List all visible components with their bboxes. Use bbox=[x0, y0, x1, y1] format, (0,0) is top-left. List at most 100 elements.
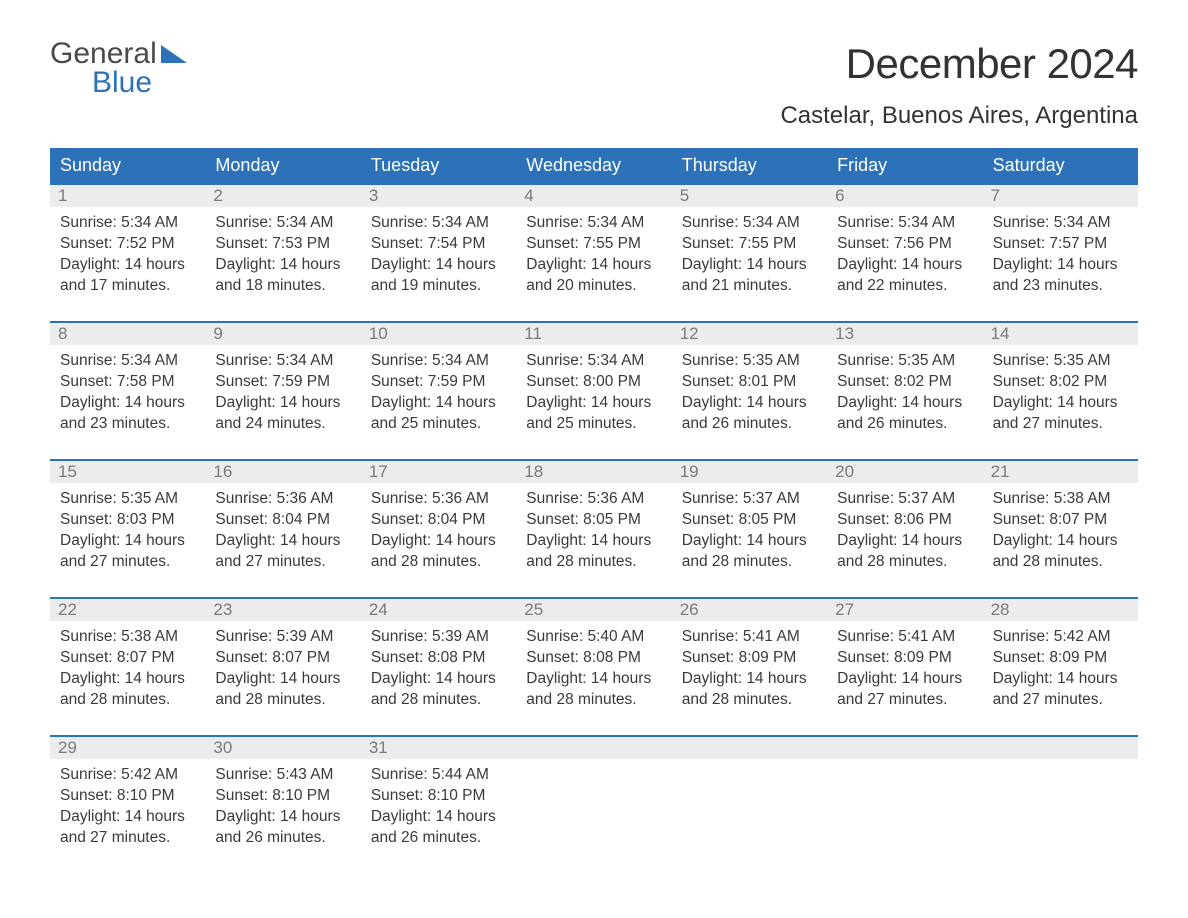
sunrise-line: Sunrise: 5:34 AM bbox=[526, 351, 663, 372]
day-number: 23 bbox=[205, 599, 360, 621]
sunrise-line: Sunrise: 5:35 AM bbox=[837, 351, 974, 372]
brand-bottom: Blue bbox=[92, 69, 187, 98]
daylight-line: Daylight: 14 hours and 28 minutes. bbox=[526, 531, 663, 573]
daylight-line: Daylight: 14 hours and 28 minutes. bbox=[371, 531, 508, 573]
sunset-line: Sunset: 8:01 PM bbox=[682, 372, 819, 393]
sunset-line: Sunset: 8:03 PM bbox=[60, 510, 197, 531]
day-number: 15 bbox=[50, 461, 205, 483]
sunrise-line: Sunrise: 5:34 AM bbox=[837, 213, 974, 234]
day-cell: Sunrise: 5:34 AMSunset: 7:55 PMDaylight:… bbox=[516, 207, 671, 307]
sunset-line: Sunset: 8:10 PM bbox=[60, 786, 197, 807]
brand-mark-icon bbox=[161, 45, 187, 63]
sunset-line: Sunset: 8:10 PM bbox=[215, 786, 352, 807]
day-number bbox=[983, 737, 1138, 759]
day-number: 2 bbox=[205, 185, 360, 207]
day-number bbox=[827, 737, 982, 759]
sunset-line: Sunset: 8:09 PM bbox=[682, 648, 819, 669]
daylight-line: Daylight: 14 hours and 28 minutes. bbox=[682, 669, 819, 711]
day-number: 31 bbox=[361, 737, 516, 759]
sunrise-line: Sunrise: 5:38 AM bbox=[993, 489, 1130, 510]
day-cell: Sunrise: 5:36 AMSunset: 8:04 PMDaylight:… bbox=[205, 483, 360, 583]
sunset-line: Sunset: 8:10 PM bbox=[371, 786, 508, 807]
sunrise-line: Sunrise: 5:39 AM bbox=[215, 627, 352, 648]
sunset-line: Sunset: 8:07 PM bbox=[215, 648, 352, 669]
daylight-line: Daylight: 14 hours and 27 minutes. bbox=[215, 531, 352, 573]
sunrise-line: Sunrise: 5:35 AM bbox=[60, 489, 197, 510]
sunset-line: Sunset: 7:59 PM bbox=[371, 372, 508, 393]
daylight-line: Daylight: 14 hours and 25 minutes. bbox=[371, 393, 508, 435]
sunrise-line: Sunrise: 5:43 AM bbox=[215, 765, 352, 786]
sunrise-line: Sunrise: 5:34 AM bbox=[526, 213, 663, 234]
weekday-header: Wednesday bbox=[516, 148, 671, 183]
sunset-line: Sunset: 8:08 PM bbox=[526, 648, 663, 669]
daylight-line: Daylight: 14 hours and 23 minutes. bbox=[60, 393, 197, 435]
day-number: 24 bbox=[361, 599, 516, 621]
day-number: 6 bbox=[827, 185, 982, 207]
sunrise-line: Sunrise: 5:36 AM bbox=[215, 489, 352, 510]
sunset-line: Sunset: 7:53 PM bbox=[215, 234, 352, 255]
day-cell: Sunrise: 5:41 AMSunset: 8:09 PMDaylight:… bbox=[827, 621, 982, 721]
day-number: 29 bbox=[50, 737, 205, 759]
daylight-line: Daylight: 14 hours and 27 minutes. bbox=[993, 393, 1130, 435]
sunrise-line: Sunrise: 5:36 AM bbox=[371, 489, 508, 510]
day-number-row: 15161718192021 bbox=[50, 461, 1138, 483]
sunset-line: Sunset: 8:06 PM bbox=[837, 510, 974, 531]
day-number: 19 bbox=[672, 461, 827, 483]
sunrise-line: Sunrise: 5:38 AM bbox=[60, 627, 197, 648]
day-number: 21 bbox=[983, 461, 1138, 483]
day-number: 30 bbox=[205, 737, 360, 759]
daylight-line: Daylight: 14 hours and 28 minutes. bbox=[526, 669, 663, 711]
day-number: 28 bbox=[983, 599, 1138, 621]
day-number: 14 bbox=[983, 323, 1138, 345]
day-number: 27 bbox=[827, 599, 982, 621]
daylight-line: Daylight: 14 hours and 26 minutes. bbox=[682, 393, 819, 435]
daylight-line: Daylight: 14 hours and 25 minutes. bbox=[526, 393, 663, 435]
day-number: 18 bbox=[516, 461, 671, 483]
day-number: 1 bbox=[50, 185, 205, 207]
daylight-line: Daylight: 14 hours and 28 minutes. bbox=[60, 669, 197, 711]
sunrise-line: Sunrise: 5:34 AM bbox=[993, 213, 1130, 234]
weekday-header: Friday bbox=[827, 148, 982, 183]
sunset-line: Sunset: 8:02 PM bbox=[993, 372, 1130, 393]
day-cell: Sunrise: 5:37 AMSunset: 8:06 PMDaylight:… bbox=[827, 483, 982, 583]
sunrise-line: Sunrise: 5:40 AM bbox=[526, 627, 663, 648]
daylight-line: Daylight: 14 hours and 28 minutes. bbox=[682, 531, 819, 573]
day-cell: Sunrise: 5:34 AMSunset: 7:59 PMDaylight:… bbox=[361, 345, 516, 445]
day-cell: Sunrise: 5:35 AMSunset: 8:02 PMDaylight:… bbox=[827, 345, 982, 445]
day-cell: Sunrise: 5:38 AMSunset: 8:07 PMDaylight:… bbox=[983, 483, 1138, 583]
daylight-line: Daylight: 14 hours and 28 minutes. bbox=[837, 531, 974, 573]
sunrise-line: Sunrise: 5:42 AM bbox=[60, 765, 197, 786]
brand-top: General bbox=[50, 40, 157, 69]
day-cell bbox=[827, 759, 982, 859]
day-cell bbox=[983, 759, 1138, 859]
day-cell: Sunrise: 5:36 AMSunset: 8:04 PMDaylight:… bbox=[361, 483, 516, 583]
weekday-header: Tuesday bbox=[361, 148, 516, 183]
day-number-row: 891011121314 bbox=[50, 323, 1138, 345]
sunset-line: Sunset: 8:02 PM bbox=[837, 372, 974, 393]
daylight-line: Daylight: 14 hours and 28 minutes. bbox=[215, 669, 352, 711]
calendar-week: 22232425262728Sunrise: 5:38 AMSunset: 8:… bbox=[50, 597, 1138, 721]
day-number: 7 bbox=[983, 185, 1138, 207]
day-cell: Sunrise: 5:44 AMSunset: 8:10 PMDaylight:… bbox=[361, 759, 516, 859]
day-cell: Sunrise: 5:39 AMSunset: 8:08 PMDaylight:… bbox=[361, 621, 516, 721]
sunrise-line: Sunrise: 5:42 AM bbox=[993, 627, 1130, 648]
sunset-line: Sunset: 7:55 PM bbox=[682, 234, 819, 255]
sunset-line: Sunset: 8:05 PM bbox=[526, 510, 663, 531]
daylight-line: Daylight: 14 hours and 26 minutes. bbox=[837, 393, 974, 435]
daylight-line: Daylight: 14 hours and 28 minutes. bbox=[993, 531, 1130, 573]
day-number: 16 bbox=[205, 461, 360, 483]
day-number: 10 bbox=[361, 323, 516, 345]
sunset-line: Sunset: 7:56 PM bbox=[837, 234, 974, 255]
sunrise-line: Sunrise: 5:34 AM bbox=[215, 213, 352, 234]
day-number-row: 293031 bbox=[50, 737, 1138, 759]
sunset-line: Sunset: 7:55 PM bbox=[526, 234, 663, 255]
daylight-line: Daylight: 14 hours and 24 minutes. bbox=[215, 393, 352, 435]
day-cell: Sunrise: 5:34 AMSunset: 7:55 PMDaylight:… bbox=[672, 207, 827, 307]
sunrise-line: Sunrise: 5:44 AM bbox=[371, 765, 508, 786]
daylight-line: Daylight: 14 hours and 21 minutes. bbox=[682, 255, 819, 297]
sunset-line: Sunset: 7:57 PM bbox=[993, 234, 1130, 255]
sunset-line: Sunset: 8:07 PM bbox=[60, 648, 197, 669]
day-number: 9 bbox=[205, 323, 360, 345]
day-cell: Sunrise: 5:42 AMSunset: 8:09 PMDaylight:… bbox=[983, 621, 1138, 721]
header: General Blue December 2024 Castelar, Bue… bbox=[50, 40, 1138, 130]
